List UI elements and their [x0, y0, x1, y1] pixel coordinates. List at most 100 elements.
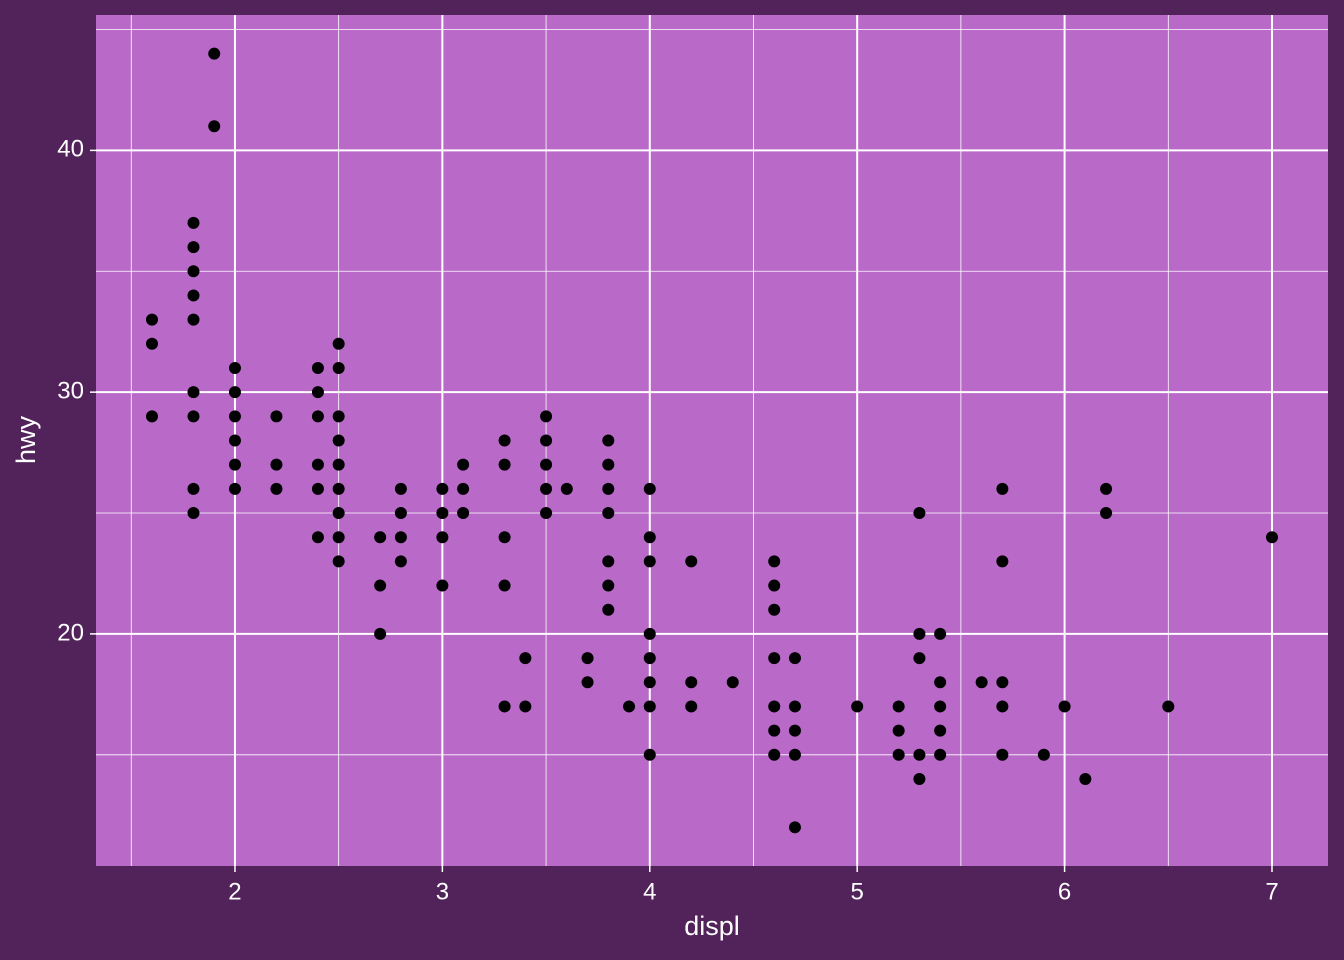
point	[540, 458, 553, 471]
point	[623, 700, 636, 713]
point	[768, 724, 781, 737]
point	[788, 700, 801, 713]
point	[851, 700, 864, 713]
point	[788, 821, 801, 834]
point	[996, 482, 1009, 495]
point	[187, 482, 200, 495]
point	[311, 386, 324, 399]
point	[394, 482, 407, 495]
y-tick-label: 20	[57, 619, 84, 646]
point	[332, 482, 345, 495]
point	[602, 482, 615, 495]
point	[1079, 772, 1092, 785]
point	[1037, 748, 1050, 761]
point	[996, 748, 1009, 761]
point	[768, 748, 781, 761]
point	[685, 700, 698, 713]
point	[498, 531, 511, 544]
y-axis-title: hwy	[11, 415, 41, 464]
point	[602, 434, 615, 447]
y-tick-label: 40	[57, 136, 84, 163]
point	[332, 361, 345, 374]
point	[374, 531, 387, 544]
point	[768, 652, 781, 665]
y-tick-label: 30	[57, 377, 84, 404]
point	[1266, 531, 1278, 544]
point	[1100, 482, 1113, 495]
point	[498, 458, 511, 471]
point	[643, 748, 656, 761]
point	[311, 531, 324, 544]
point	[602, 555, 615, 568]
point	[1100, 507, 1113, 520]
point	[1058, 700, 1071, 713]
point	[332, 555, 345, 568]
point	[685, 676, 698, 689]
point	[228, 482, 241, 495]
point	[934, 748, 947, 761]
x-tick-label: 4	[643, 878, 656, 905]
point	[726, 676, 739, 689]
point	[187, 386, 200, 399]
point	[788, 748, 801, 761]
point	[913, 627, 926, 640]
point	[768, 579, 781, 592]
point	[975, 676, 988, 689]
point	[228, 458, 241, 471]
point	[394, 507, 407, 520]
point	[457, 507, 470, 520]
point	[768, 603, 781, 616]
point	[187, 410, 200, 423]
point	[436, 507, 449, 520]
point	[643, 482, 656, 495]
point	[146, 313, 158, 326]
x-tick-label: 5	[851, 878, 864, 905]
point	[436, 579, 449, 592]
point	[187, 507, 200, 520]
point	[934, 700, 947, 713]
point	[788, 724, 801, 737]
point	[643, 700, 656, 713]
point	[602, 579, 615, 592]
point	[332, 410, 345, 423]
point	[208, 120, 221, 133]
point	[457, 458, 470, 471]
point	[540, 434, 553, 447]
point	[788, 652, 801, 665]
x-axis-title: displ	[684, 911, 740, 941]
point	[311, 410, 324, 423]
point	[270, 482, 283, 495]
point	[996, 555, 1009, 568]
point	[436, 531, 449, 544]
point	[311, 458, 324, 471]
point	[332, 458, 345, 471]
point	[913, 748, 926, 761]
point	[187, 313, 200, 326]
point	[913, 652, 926, 665]
point	[187, 265, 200, 278]
point	[602, 603, 615, 616]
point	[146, 337, 158, 350]
point	[228, 410, 241, 423]
point	[643, 555, 656, 568]
point	[892, 748, 905, 761]
point	[311, 482, 324, 495]
x-tick-label: 2	[228, 878, 241, 905]
point	[581, 652, 594, 665]
point	[643, 652, 656, 665]
point	[540, 482, 553, 495]
point	[934, 676, 947, 689]
point	[187, 216, 200, 229]
point	[1162, 700, 1175, 713]
point	[311, 361, 324, 374]
point	[332, 531, 345, 544]
point	[498, 579, 511, 592]
point	[146, 410, 158, 423]
point	[996, 676, 1009, 689]
point	[519, 700, 532, 713]
point	[270, 458, 283, 471]
x-tick-label: 7	[1265, 878, 1278, 905]
point	[187, 289, 200, 302]
point	[519, 652, 532, 665]
